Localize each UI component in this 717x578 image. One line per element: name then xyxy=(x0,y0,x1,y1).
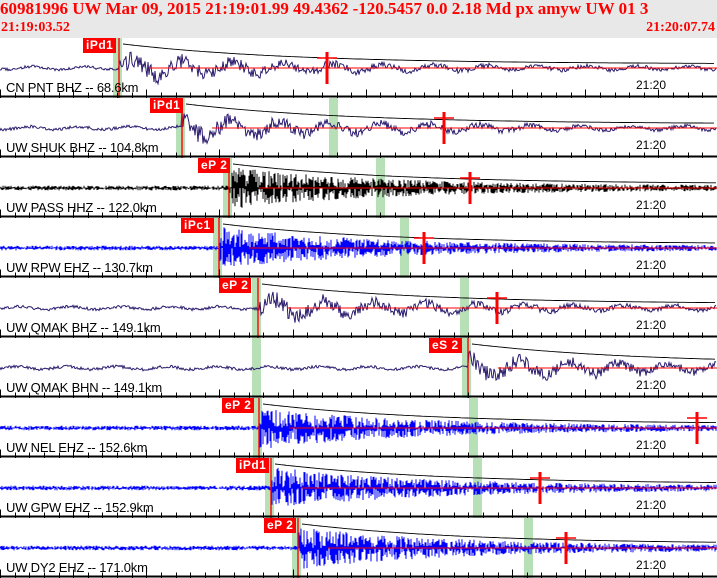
time-axis-ticks xyxy=(0,329,717,338)
time-axis-ticks xyxy=(0,509,717,518)
phase-pick-flag[interactable]: eP 2 xyxy=(198,158,231,173)
waveform-plot xyxy=(0,278,717,338)
phase-pick-flag[interactable]: iPc1 xyxy=(181,218,214,233)
waveform-plot xyxy=(0,98,717,158)
waveform-plot xyxy=(0,398,717,458)
waveform-trace xyxy=(0,527,717,569)
time-axis-ticks xyxy=(0,449,717,458)
phase-pick-flag[interactable]: iPd1 xyxy=(150,98,184,113)
time-axis-ticks xyxy=(0,389,717,398)
phase-pick-flag[interactable]: iPd1 xyxy=(83,38,117,53)
time-axis-ticks xyxy=(0,89,717,98)
decay-envelope-curve xyxy=(222,223,715,244)
phase-pick-flag[interactable]: eP 2 xyxy=(222,398,255,413)
channel-label: UW NEL EHZ -- 152.6km xyxy=(6,440,148,455)
waveform-plot xyxy=(0,518,717,578)
trace-panel[interactable]: CN PNT BHZ -- 68.6km 21:20 iPd1 xyxy=(0,38,717,98)
axis-time-label: 21:20 xyxy=(636,318,667,332)
decay-envelope-curve xyxy=(261,283,715,304)
channel-label: UW DY2 EHZ -- 171.0km xyxy=(6,560,148,575)
decay-envelope-curve xyxy=(185,103,714,124)
decay-envelope-curve xyxy=(232,163,716,184)
channel-label: CN PNT BHZ -- 68.6km xyxy=(6,80,139,95)
channel-label: UW GPW EHZ -- 152.9km xyxy=(6,500,154,515)
channel-label: UW QMAK BHN -- 149.1km xyxy=(6,380,162,395)
axis-time-label: 21:20 xyxy=(636,138,667,152)
decay-envelope-curve xyxy=(301,523,716,543)
trace-panel[interactable]: UW QMAK BHN -- 149.1km 21:20 eS 2 xyxy=(0,338,717,398)
pick-window-band xyxy=(113,38,122,98)
decay-envelope-curve xyxy=(274,463,716,483)
axis-time-label: 21:20 xyxy=(636,438,667,452)
waveform-plot xyxy=(0,158,717,218)
waveform-trace xyxy=(0,291,717,324)
axis-time-label: 21:20 xyxy=(636,378,667,392)
channel-label: UW SHUK BHZ -- 104.8km xyxy=(6,140,159,155)
trace-panel[interactable]: UW SHUK BHZ -- 104.8km 21:20 iPd1 xyxy=(0,98,717,158)
window-end-time: 21:20:07.74 xyxy=(646,20,715,35)
channel-label: UW QMAK BHZ -- 149.1km xyxy=(6,320,161,335)
trace-panel[interactable]: UW GPW EHZ -- 152.9km 21:20 iPd1 xyxy=(0,458,717,518)
time-axis-ticks xyxy=(0,209,717,218)
trace-panel[interactable]: UW PASS HHZ -- 122.0km 21:20 eP 2 xyxy=(0,158,717,218)
channel-label: UW RPW EHZ -- 130.7km xyxy=(6,260,153,275)
secondary-window-band xyxy=(252,338,261,398)
pick-window-band xyxy=(176,98,185,158)
window-start-time: 21:19:03.52 xyxy=(1,20,70,35)
axis-time-label: 21:20 xyxy=(636,498,667,512)
waveform-trace xyxy=(0,350,717,381)
axis-time-label: 21:20 xyxy=(636,198,667,212)
phase-pick-flag[interactable]: iPd1 xyxy=(236,458,270,473)
waveform-plot xyxy=(0,38,717,98)
phase-pick-flag[interactable]: eP 2 xyxy=(219,278,252,293)
axis-time-label: 21:20 xyxy=(636,78,667,92)
trace-panel[interactable]: UW RPW EHZ -- 130.7km 21:20 iPc1 xyxy=(0,218,717,278)
decay-envelope-curve xyxy=(471,343,716,360)
event-summary-line: 60981996 UW Mar 09, 2015 21:19:01.99 49.… xyxy=(0,0,649,18)
waveform-plot xyxy=(0,218,717,278)
trace-panel[interactable]: UW NEL EHZ -- 152.6km 21:20 eP 2 xyxy=(0,398,717,458)
trace-panel[interactable]: UW DY2 EHZ -- 171.0km 21:20 eP 2 xyxy=(0,518,717,578)
channel-label: UW PASS HHZ -- 122.0km xyxy=(6,200,157,215)
phase-pick-flag[interactable]: eP 2 xyxy=(264,518,297,533)
event-header: 60981996 UW Mar 09, 2015 21:19:01.99 49.… xyxy=(0,0,717,38)
phase-pick-flag[interactable]: eS 2 xyxy=(429,338,462,353)
decay-envelope-curve xyxy=(262,403,716,424)
waveform-trace xyxy=(0,110,717,145)
waveform-plot xyxy=(0,338,717,398)
axis-time-label: 21:20 xyxy=(636,258,667,272)
trace-panel[interactable]: UW QMAK BHZ -- 149.1km 21:20 eP 2 xyxy=(0,278,717,338)
axis-time-label: 21:20 xyxy=(636,558,667,572)
waveform-plot xyxy=(0,458,717,518)
pick-window-band xyxy=(462,338,471,398)
decay-envelope-curve xyxy=(122,43,714,64)
trace-panel-stack: CN PNT BHZ -- 68.6km 21:20 iPd1 UW SHUK BHZ… xyxy=(0,38,717,578)
time-axis-ticks xyxy=(0,149,717,158)
time-axis-ticks xyxy=(0,269,717,278)
